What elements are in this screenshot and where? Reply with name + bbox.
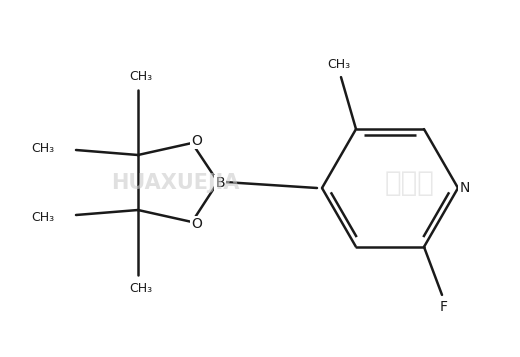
- Text: 化学加: 化学加: [385, 169, 435, 197]
- Text: N: N: [460, 181, 470, 195]
- Text: HUAXUEJIA: HUAXUEJIA: [111, 173, 239, 193]
- Text: F: F: [440, 300, 448, 314]
- Text: O: O: [191, 217, 202, 231]
- Text: CH₃: CH₃: [129, 70, 152, 82]
- Text: CH₃: CH₃: [31, 211, 54, 223]
- Text: CH₃: CH₃: [31, 141, 54, 155]
- Text: CH₃: CH₃: [129, 282, 152, 296]
- Text: B: B: [215, 176, 225, 190]
- Text: O: O: [191, 134, 202, 148]
- Text: CH₃: CH₃: [328, 57, 350, 71]
